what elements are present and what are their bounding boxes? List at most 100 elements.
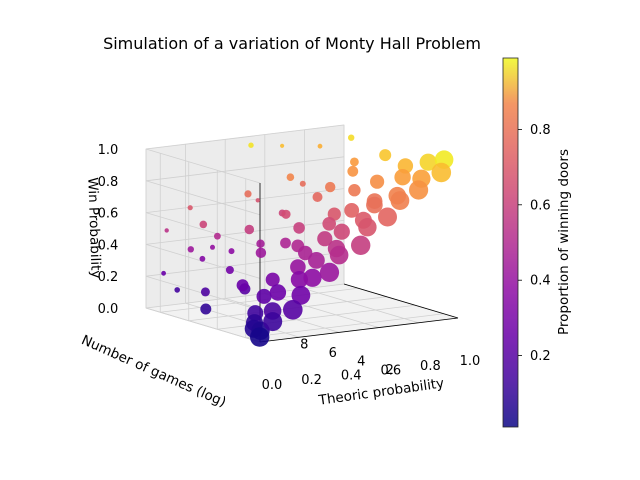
data-point <box>350 157 359 167</box>
data-point <box>174 287 180 293</box>
data-point <box>210 244 215 250</box>
data-point <box>286 173 295 181</box>
data-point <box>298 245 313 261</box>
data-point <box>291 285 311 305</box>
y-tick-label: 8 <box>300 337 308 352</box>
z-grid-back <box>145 156 345 182</box>
x-tick-label: 0.6 <box>380 364 401 379</box>
data-point <box>250 327 270 347</box>
data-point <box>200 287 210 297</box>
data-point <box>319 262 340 282</box>
data-point <box>290 259 306 275</box>
z-grid-left <box>145 180 261 216</box>
z-tick-label: 0.6 <box>98 207 119 222</box>
z-grid-back <box>145 283 345 309</box>
colorbar-tick-label: 0.2 <box>530 349 551 364</box>
data-point <box>358 218 377 237</box>
data-point <box>244 224 255 235</box>
data-point <box>214 232 221 240</box>
x-tick-label: 0.4 <box>341 368 362 383</box>
data-point <box>329 245 349 265</box>
x-axis-line <box>259 317 459 343</box>
data-point <box>263 312 283 332</box>
data-point <box>290 271 308 289</box>
data-point <box>325 181 336 193</box>
z-grid-left <box>145 148 261 184</box>
y-axis-line <box>343 283 459 319</box>
colorbar-tick-label: 0.4 <box>530 274 551 289</box>
data-point <box>348 134 355 141</box>
data-point <box>200 303 212 315</box>
data-point <box>431 162 452 183</box>
data-point <box>280 143 285 148</box>
z-axis-label: Win Probability <box>84 177 104 279</box>
data-point <box>370 174 385 189</box>
data-point <box>199 220 208 229</box>
y-tick-label: 6 <box>329 346 337 361</box>
data-point <box>265 272 280 287</box>
x-grid-floor <box>264 293 379 328</box>
z-grid-left <box>145 307 261 343</box>
data-point <box>317 143 323 149</box>
colorbar <box>502 57 519 428</box>
data-point <box>283 300 303 320</box>
data-point <box>379 149 392 162</box>
z-tick-label: 1.0 <box>98 143 119 158</box>
data-point <box>248 142 254 148</box>
data-point <box>317 231 333 247</box>
data-point <box>322 217 337 231</box>
data-point <box>164 228 169 233</box>
colorbar-label: Proportion of winning doors <box>556 149 572 335</box>
data-point <box>255 198 260 203</box>
data-points <box>161 134 454 347</box>
z-grid-back <box>145 188 345 213</box>
data-point <box>347 165 359 177</box>
data-point <box>312 192 323 202</box>
x-tick-label: 1.0 <box>460 354 481 369</box>
data-point <box>299 180 306 187</box>
z-grid-left <box>145 212 261 247</box>
data-point <box>228 248 235 255</box>
data-point <box>256 288 272 304</box>
z-grid-back <box>145 124 345 150</box>
data-point <box>333 223 350 240</box>
data-point <box>390 191 410 211</box>
data-point <box>187 205 193 211</box>
z-tick-label: 0.8 <box>98 175 119 190</box>
data-point <box>225 266 234 274</box>
data-point <box>366 196 383 214</box>
data-point <box>378 207 397 227</box>
data-point <box>303 268 322 287</box>
x-grid-floor <box>304 288 419 324</box>
y-tick-label: 4 <box>357 354 365 369</box>
z-tick-label: 0.4 <box>98 238 119 253</box>
data-point <box>409 180 429 200</box>
colorbar-ticks: 0.2 0.4 0.6 0.8 <box>518 123 551 364</box>
axis-ticks: 0.0 0.2 0.4 0.6 0.8 1.0 2 4 6 8 0.0 0.2 0.4 0.6 0.8 1.0 <box>98 143 481 393</box>
x-tick-label: 0.8 <box>420 359 441 374</box>
z-grid-back <box>145 220 345 245</box>
data-point <box>256 239 265 248</box>
data-point <box>308 252 325 269</box>
data-point <box>419 153 437 171</box>
chart-title: Simulation of a variation of Monty Hall … <box>103 34 481 53</box>
x-tick-label: 0.0 <box>262 378 283 393</box>
data-point <box>394 169 411 186</box>
x-tick-label: 0.2 <box>301 373 322 388</box>
data-point <box>187 246 194 253</box>
x-grid-floor <box>225 298 340 333</box>
z-tick-label: 0.0 <box>98 302 119 317</box>
y-tick-label: 2 <box>386 363 394 378</box>
data-point <box>280 237 291 249</box>
colorbar-tick-label: 0.8 <box>530 123 551 138</box>
data-point <box>236 279 249 292</box>
data-point <box>269 284 287 301</box>
z-tick-label: 0.2 <box>98 270 119 285</box>
data-point <box>244 190 252 198</box>
data-point <box>199 255 206 262</box>
data-point <box>344 203 360 218</box>
data-point <box>161 270 167 276</box>
data-point <box>348 184 361 197</box>
y-grid-floor <box>245 313 444 339</box>
